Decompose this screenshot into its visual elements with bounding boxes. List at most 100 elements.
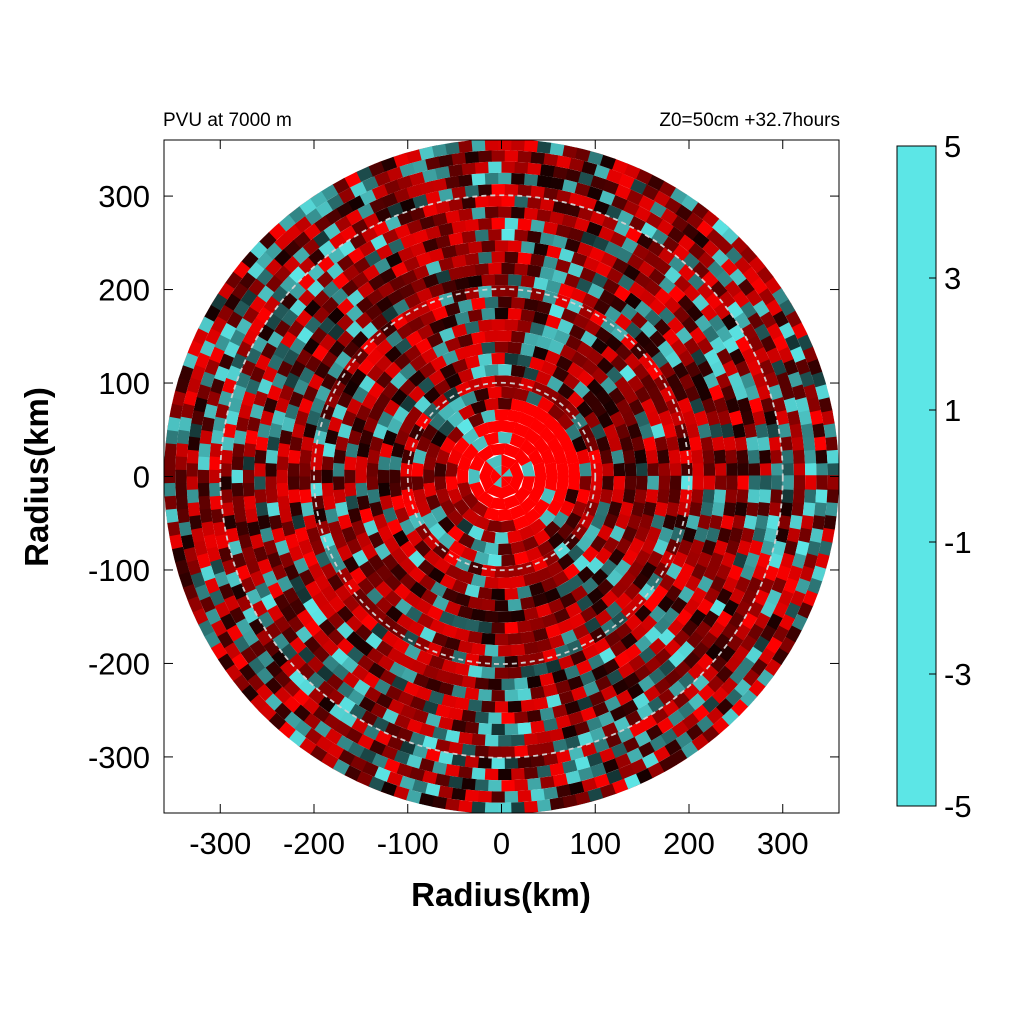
- pv-field-cell: [220, 476, 232, 491]
- pv-field-cell: [422, 402, 441, 420]
- pv-field-cell: [798, 408, 812, 426]
- pv-field-cell: [523, 571, 540, 587]
- pv-field-cell: [631, 501, 646, 518]
- pv-field-cell: [778, 588, 795, 607]
- pv-field-cell: [556, 476, 569, 491]
- pv-field-cell: [640, 183, 659, 201]
- pv-field-cell: [450, 152, 466, 166]
- pv-field-cell: [337, 514, 353, 531]
- pv-field-cell: [807, 576, 823, 594]
- pv-field-cell: [428, 567, 446, 584]
- pv-field-cell: [392, 188, 410, 204]
- pv-field-cell: [564, 664, 581, 680]
- pv-field-cell: [566, 639, 584, 655]
- pv-field-cell: [546, 693, 563, 708]
- pv-field-cell: [787, 564, 804, 582]
- pv-field-cell: [525, 390, 543, 407]
- pv-field-cell: [627, 560, 645, 578]
- pv-field-cell: [310, 469, 322, 484]
- pv-field-cell: [535, 334, 552, 350]
- pv-field-cell: [373, 171, 391, 187]
- pv-field-cell: [279, 552, 295, 570]
- pv-field-cell: [186, 476, 199, 492]
- pv-field-cell: [483, 364, 499, 377]
- pv-field-cell: [209, 443, 223, 459]
- pv-field-cell: [500, 161, 515, 173]
- pv-field-cell: [498, 768, 513, 781]
- pv-field-cell: [483, 206, 499, 219]
- pv-field-cell: [634, 549, 652, 567]
- pv-field-cell: [229, 329, 246, 348]
- pv-field-cell: [247, 521, 261, 538]
- pv-field-cell: [490, 251, 505, 263]
- pv-field-cell: [544, 349, 561, 366]
- pv-field-cell: [444, 337, 461, 353]
- pv-field-cell: [479, 460, 494, 477]
- pv-field-cell: [478, 723, 493, 736]
- range-ring: [219, 194, 784, 759]
- pv-field-cell: [418, 574, 437, 592]
- pv-field-cell: [349, 181, 367, 199]
- pv-field-cell: [398, 378, 417, 397]
- pv-field-cell: [375, 371, 393, 389]
- pv-field-cell: [507, 666, 523, 679]
- pv-field-cell: [559, 344, 577, 361]
- pv-field-cell: [282, 348, 300, 367]
- pv-field-cell: [447, 266, 464, 281]
- pv-field-cell: [747, 575, 763, 594]
- pv-field-cell: [509, 504, 527, 521]
- pv-field-cell: [672, 550, 689, 568]
- pv-field-cell: [679, 448, 693, 464]
- pv-field-cell: [186, 449, 199, 465]
- pv-field-cell: [507, 632, 523, 646]
- pv-field-cell: [519, 343, 536, 357]
- pv-field-cell: [688, 435, 703, 451]
- pv-field-cell: [494, 566, 509, 578]
- pv-field-cell: [210, 429, 224, 446]
- pv-field-cell: [349, 368, 367, 387]
- pv-field-cell: [520, 596, 536, 610]
- pv-field-cell: [538, 266, 555, 281]
- pv-field-cell: [671, 384, 688, 402]
- pv-field-cell: [486, 420, 502, 434]
- pv-field-cell: [555, 155, 572, 169]
- pv-field-cell: [435, 449, 451, 465]
- pv-field-cell: [789, 513, 803, 530]
- pv-field-cell: [423, 156, 441, 171]
- pv-field-cell: [501, 519, 517, 533]
- pv-field-cell: [816, 461, 828, 477]
- pv-field-cell: [198, 495, 211, 511]
- pv-field-cell: [532, 345, 549, 361]
- pv-field-cell: [244, 508, 259, 525]
- pv-field-cell: [451, 615, 468, 630]
- pv-field-cell: [439, 499, 457, 517]
- pv-field-cell: [587, 653, 606, 670]
- pv-field-cell: [342, 556, 360, 574]
- pv-field-cell: [635, 232, 654, 250]
- pv-field-cell: [457, 640, 474, 654]
- pv-field-cell: [527, 777, 543, 791]
- pv-field-cell: [409, 242, 427, 258]
- pv-field-cell: [549, 796, 566, 811]
- pv-field-cell: [685, 574, 702, 592]
- pv-field-cell: [431, 305, 449, 322]
- pv-field-cell: [612, 220, 631, 237]
- pv-field-cell: [726, 475, 738, 490]
- pv-field-cell: [493, 476, 502, 488]
- pv-field-cell: [645, 448, 659, 464]
- pv-field-cell: [567, 476, 581, 491]
- pv-field-cell: [421, 238, 439, 253]
- pv-field-cell: [757, 435, 771, 451]
- pv-field-cell: [552, 703, 569, 719]
- pv-field-cell: [400, 269, 418, 286]
- pv-field-cell: [366, 476, 379, 491]
- pv-field-cell: [276, 575, 294, 594]
- pv-field-cell: [525, 546, 543, 563]
- pv-field-cell: [595, 435, 611, 452]
- pv-field-cell: [559, 500, 576, 517]
- pv-field-cell: [548, 303, 565, 319]
- pv-field-cell: [241, 391, 256, 408]
- pv-field-cell: [385, 166, 403, 183]
- pv-field-cell: [494, 600, 509, 612]
- pv-field-cell: [605, 732, 623, 749]
